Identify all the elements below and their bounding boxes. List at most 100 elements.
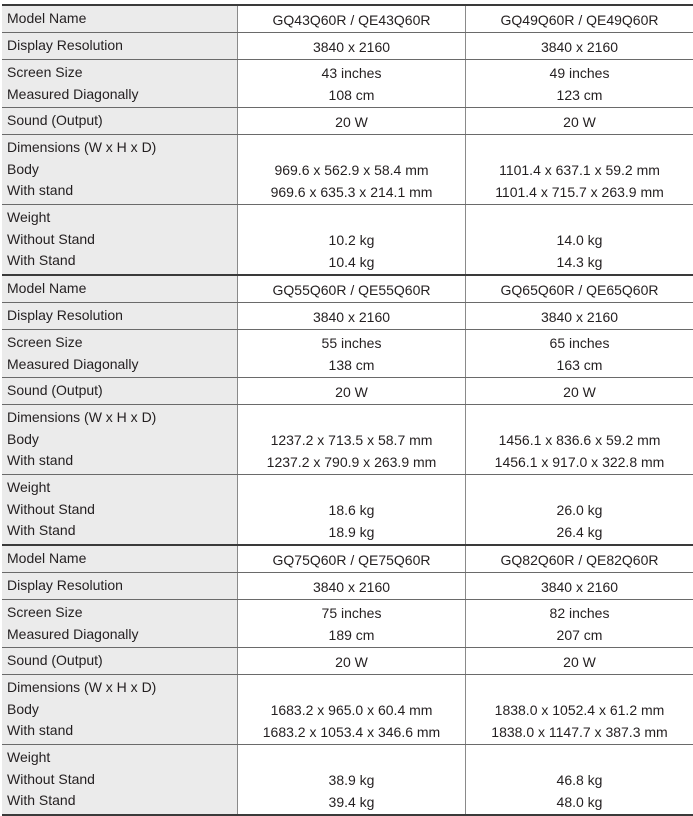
row-label: Weight Without Stand With Stand	[2, 475, 237, 544]
model-name-row: Model Name GQ43Q60R / QE43Q60R GQ49Q60R / …	[2, 6, 693, 32]
label-screen-size: Screen Size	[7, 64, 83, 80]
value-weight-without: 18.6 kg	[328, 502, 375, 518]
row-label: Display Resolution	[2, 303, 237, 329]
label-with-stand: With Stand	[7, 252, 76, 268]
value-body: 1101.4 x 637.1 x 59.2 mm	[499, 162, 660, 178]
label-dimensions: Dimensions (W x H x D)	[7, 679, 157, 695]
value-resolution: 3840 x 2160	[312, 38, 391, 55]
value-cell: 20 W	[237, 378, 465, 404]
label-screen-size: Screen Size	[7, 604, 83, 620]
value-sound: 20 W	[335, 113, 368, 130]
value-sound: 20 W	[563, 113, 596, 130]
value-resolution: 3840 x 2160	[312, 578, 391, 595]
value-model: GQ55Q60R / QE55Q60R	[272, 281, 431, 298]
value-cell: GQ75Q60R / QE75Q60R	[237, 546, 465, 572]
value-weight-with: 18.9 kg	[328, 523, 375, 540]
value-sound: 20 W	[335, 653, 368, 670]
label-without-stand: Without Stand	[7, 500, 95, 517]
screen-size-row: Screen Size Measured Diagonally 75 inches 1…	[2, 599, 693, 647]
label-model-name: Model Name	[7, 10, 87, 26]
label-model-name: Model Name	[7, 550, 87, 566]
label-display-resolution: Display Resolution	[7, 37, 123, 53]
value-cell: 1683.2 x 965.0 x 60.4 mm 1683.2 x 1053.4 …	[237, 675, 465, 744]
value-cell: GQ82Q60R / QE82Q60R	[465, 546, 693, 572]
dimensions-row: Dimensions (W x H x D) Body With stand 1237…	[2, 404, 693, 474]
value-cell: 75 inches 189 cm	[237, 600, 465, 647]
value-weight-without: 10.2 kg	[328, 232, 375, 248]
value-screen-size: 49 inches	[549, 65, 610, 81]
value-model: GQ43Q60R / QE43Q60R	[272, 11, 431, 28]
value-with-stand-dim: 1683.2 x 1053.4 x 346.6 mm	[262, 723, 441, 740]
value-diagonal: 207 cm	[556, 626, 603, 643]
value-cell: 20 W	[465, 648, 693, 674]
label-model-name: Model Name	[7, 280, 87, 296]
row-label: Screen Size Measured Diagonally	[2, 600, 237, 647]
label-dimensions: Dimensions (W x H x D)	[7, 139, 157, 155]
label-display-resolution: Display Resolution	[7, 307, 123, 323]
value-cell: 3840 x 2160	[465, 303, 693, 329]
sound-output-row: Sound (Output) 20 W 20 W	[2, 647, 693, 674]
value-cell: 3840 x 2160	[237, 573, 465, 599]
row-label: Weight Without Stand With Stand	[2, 745, 237, 814]
label-with-stand-dim: With stand	[7, 452, 74, 468]
spec-table: Model Name GQ43Q60R / QE43Q60R GQ49Q60R / …	[2, 4, 693, 816]
value-cell: 43 inches 108 cm	[237, 60, 465, 107]
value-diagonal: 138 cm	[328, 356, 375, 373]
row-label: Model Name	[2, 276, 237, 302]
value-cell: GQ65Q60R / QE65Q60R	[465, 276, 693, 302]
value-cell: GQ55Q60R / QE55Q60R	[237, 276, 465, 302]
value-model: GQ82Q60R / QE82Q60R	[500, 551, 659, 568]
value-weight-with: 14.3 kg	[556, 253, 603, 270]
value-screen-size: 55 inches	[321, 335, 382, 351]
label-measured-diagonally: Measured Diagonally	[7, 625, 139, 642]
value-with-stand-dim: 1101.4 x 715.7 x 263.9 mm	[495, 183, 664, 200]
value-cell: 38.9 kg 39.4 kg	[237, 745, 465, 814]
row-label: Screen Size Measured Diagonally	[2, 60, 237, 107]
label-without-stand: Without Stand	[7, 770, 95, 787]
value-cell: 55 inches 138 cm	[237, 330, 465, 377]
label-body: Body	[7, 700, 39, 717]
value-cell: 969.6 x 562.9 x 58.4 mm 969.6 x 635.3 x 2…	[237, 135, 465, 204]
label-weight: Weight	[7, 479, 51, 495]
value-body: 1456.1 x 836.6 x 59.2 mm	[498, 432, 661, 448]
value-cell: 1237.2 x 713.5 x 58.7 mm 1237.2 x 790.9 x…	[237, 405, 465, 474]
value-weight-without: 14.0 kg	[556, 232, 603, 248]
value-weight-with: 39.4 kg	[328, 793, 375, 810]
value-cell: 14.0 kg 14.3 kg	[465, 205, 693, 274]
row-label: Sound (Output)	[2, 648, 237, 674]
value-cell: 18.6 kg 18.9 kg	[237, 475, 465, 544]
label-screen-size: Screen Size	[7, 334, 83, 350]
row-label: Dimensions (W x H x D) Body With stand	[2, 405, 237, 474]
value-cell: 46.8 kg 48.0 kg	[465, 745, 693, 814]
value-sound: 20 W	[563, 653, 596, 670]
value-screen-size: 75 inches	[321, 605, 382, 621]
row-label: Model Name	[2, 546, 237, 572]
screen-size-row: Screen Size Measured Diagonally 43 inches 1…	[2, 59, 693, 107]
spec-section: Model Name GQ43Q60R / QE43Q60R GQ49Q60R / …	[2, 4, 693, 274]
value-cell: 65 inches 163 cm	[465, 330, 693, 377]
label-sound-output: Sound (Output)	[7, 382, 103, 398]
value-resolution: 3840 x 2160	[540, 38, 619, 55]
label-measured-diagonally: Measured Diagonally	[7, 85, 139, 102]
value-diagonal: 163 cm	[556, 356, 603, 373]
value-screen-size: 82 inches	[549, 605, 610, 621]
spec-section: Model Name GQ55Q60R / QE55Q60R GQ65Q60R / …	[2, 274, 693, 544]
weight-row: Weight Without Stand With Stand 18.6 kg 18.9…	[2, 474, 693, 544]
value-screen-size: 65 inches	[549, 335, 610, 351]
label-with-stand: With Stand	[7, 522, 76, 538]
spec-section: Model Name GQ75Q60R / QE75Q60R GQ82Q60R / …	[2, 544, 693, 816]
label-body: Body	[7, 160, 39, 177]
value-cell: 20 W	[465, 108, 693, 134]
label-with-stand-dim: With stand	[7, 182, 74, 198]
value-cell: GQ49Q60R / QE49Q60R	[465, 6, 693, 32]
value-diagonal: 189 cm	[328, 626, 375, 643]
label-with-stand: With Stand	[7, 792, 76, 808]
row-label: Model Name	[2, 6, 237, 32]
value-cell: 1456.1 x 836.6 x 59.2 mm 1456.1 x 917.0 x…	[465, 405, 693, 474]
value-weight-with: 26.4 kg	[556, 523, 603, 540]
value-weight-with: 48.0 kg	[556, 793, 603, 810]
value-weight-without: 46.8 kg	[556, 772, 603, 788]
value-weight-without: 38.9 kg	[328, 772, 375, 788]
value-sound: 20 W	[335, 383, 368, 400]
label-body: Body	[7, 430, 39, 447]
